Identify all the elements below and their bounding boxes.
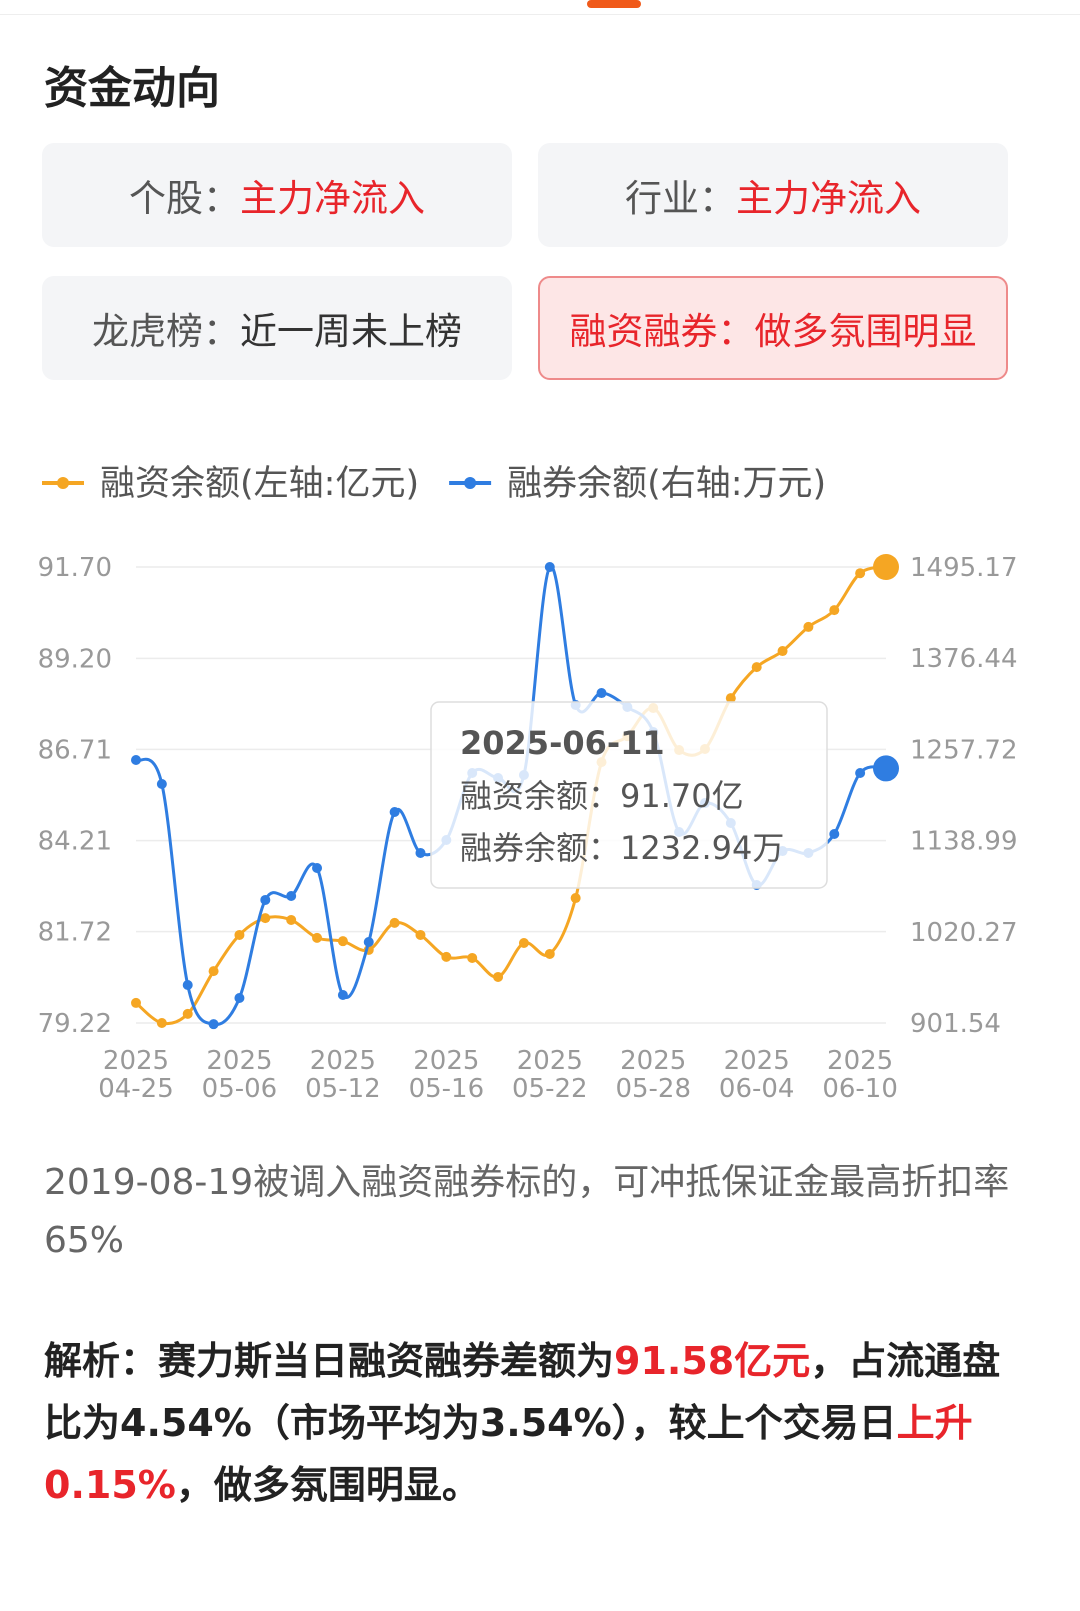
- data-point: [855, 568, 866, 579]
- data-point: [337, 989, 348, 1000]
- data-point: [596, 688, 607, 699]
- card: 行业： 主力净流入: [538, 143, 1008, 247]
- data-point: [751, 662, 762, 673]
- x-tick-label: 2025 05-12: [305, 1046, 381, 1104]
- analysis-segment: 91.58亿元: [614, 1339, 811, 1383]
- note: 2019-08-19被调入融资融券标的，可冲抵保证金最高折扣率65%: [44, 1162, 1010, 1261]
- data-point: [441, 951, 452, 962]
- data-point: [337, 936, 348, 947]
- y-tick-label: 81.72: [38, 918, 112, 948]
- y2-tick-label: 1020.27: [910, 918, 1018, 948]
- card-value: 做多氛围明显: [754, 310, 977, 353]
- tooltip-row: 融资余额：91.70亿: [460, 777, 744, 815]
- tooltip-box: [430, 701, 828, 889]
- card: 龙虎榜： 近一周未上榜: [42, 276, 512, 380]
- legend-label: 融资余额(左轴:亿元): [100, 464, 419, 504]
- data-point: [312, 863, 323, 874]
- data-point: [208, 1019, 219, 1030]
- card-label: 融资融券：: [569, 310, 755, 353]
- data-point: [725, 693, 736, 704]
- data-point: [208, 966, 219, 977]
- data-point: [260, 913, 271, 924]
- tooltip-row: 融券余额：1232.94万: [460, 829, 784, 867]
- card-label: 行业：: [625, 177, 736, 220]
- data-point: [518, 937, 529, 948]
- tooltip-title: 2025-06-11: [460, 724, 665, 762]
- data-point: [234, 929, 245, 940]
- data-point: [286, 890, 297, 901]
- y2-tick-label: 901.54: [910, 1009, 1001, 1039]
- data-point: [131, 997, 141, 1008]
- y-tick-label: 89.20: [38, 644, 112, 674]
- legend-label: 融券余额(右轴:万元): [507, 464, 826, 504]
- y2-tick-label: 1138.99: [910, 827, 1018, 857]
- data-point: [415, 847, 426, 858]
- card: 个股： 主力净流入: [42, 143, 512, 247]
- data-point: [777, 646, 788, 657]
- data-point: [389, 807, 400, 818]
- y-tick-label: 79.22: [38, 1009, 112, 1039]
- analysis-segment: 上升0.15%: [44, 1401, 973, 1507]
- data-point: [855, 767, 866, 778]
- y-tick-label: 91.70: [38, 553, 112, 583]
- analysis-segment: ，做多氛围明显。: [175, 1463, 480, 1507]
- legend-dot: [57, 477, 69, 489]
- data-point: [156, 1018, 167, 1028]
- x-tick-label: 2025 06-10: [822, 1046, 898, 1104]
- data-point: [260, 894, 271, 905]
- data-point: [873, 554, 899, 580]
- data-point: [131, 755, 141, 766]
- data-point: [363, 936, 374, 947]
- y2-tick-label: 1257.72: [910, 735, 1018, 765]
- card-value: 主力净流入: [736, 177, 921, 220]
- data-point: [544, 562, 555, 572]
- tooltip-value: 91.70亿: [620, 777, 744, 815]
- legend-dot: [464, 477, 477, 489]
- data-point: [570, 893, 581, 904]
- y2-tick-label: 1495.17: [910, 553, 1018, 583]
- data-point: [873, 755, 899, 782]
- x-tick-label: 2025 05-16: [409, 1046, 485, 1104]
- y-tick-label: 84.21: [38, 827, 112, 857]
- card-value: 近一周未上榜: [240, 310, 462, 353]
- data-point: [544, 948, 555, 959]
- data-point: [493, 971, 504, 982]
- data-point: [829, 828, 840, 839]
- x-tick-label: 2025 04-25: [98, 1046, 174, 1104]
- data-point: [312, 932, 323, 943]
- x-tick-label: 2025 05-06: [202, 1046, 278, 1104]
- y2-tick-label: 1376.44: [910, 644, 1018, 674]
- analysis: 解析：赛力斯当日融资融券差额为91.58亿元，占流通盘比为4.54%（市场平均为…: [44, 1330, 1019, 1516]
- tooltip-label: 融资余额：: [460, 777, 620, 815]
- data-point: [156, 778, 167, 789]
- section-title: 资金动向: [44, 63, 220, 114]
- tooltip-label: 融券余额：: [460, 829, 620, 867]
- data-point: [829, 605, 840, 616]
- data-point: [286, 914, 297, 925]
- card: 融资融券： 做多氛围明显: [538, 276, 1008, 380]
- tab-indicator: [587, 0, 641, 8]
- card-label: 龙虎榜：: [92, 310, 240, 353]
- card-label: 个股：: [129, 177, 240, 220]
- analysis-segment: ，占流通盘比为4.54%（市场平均为3.54%），较上个交易日: [44, 1339, 1001, 1445]
- data-point: [467, 952, 478, 963]
- data-point: [803, 621, 814, 632]
- x-tick-label: 2025 06-04: [719, 1046, 795, 1104]
- chart: 79.22 81.72 84.21 86.71 89.20 91.70 901.54 1020…: [38, 464, 1018, 1104]
- data-point: [182, 1008, 193, 1019]
- x-tick-label: 2025 05-22: [512, 1046, 588, 1104]
- data-point: [234, 992, 245, 1003]
- divider: [0, 14, 1080, 15]
- data-point: [415, 929, 426, 940]
- data-point: [389, 917, 400, 928]
- tooltip-value: 1232.94万: [620, 829, 784, 867]
- y-tick-label: 86.71: [38, 735, 112, 765]
- data-point: [182, 980, 193, 991]
- card-value: 主力净流入: [240, 177, 425, 220]
- x-tick-label: 2025 05-28: [615, 1046, 691, 1104]
- analysis-segment: 解析：赛力斯当日融资融券差额为: [44, 1339, 615, 1383]
